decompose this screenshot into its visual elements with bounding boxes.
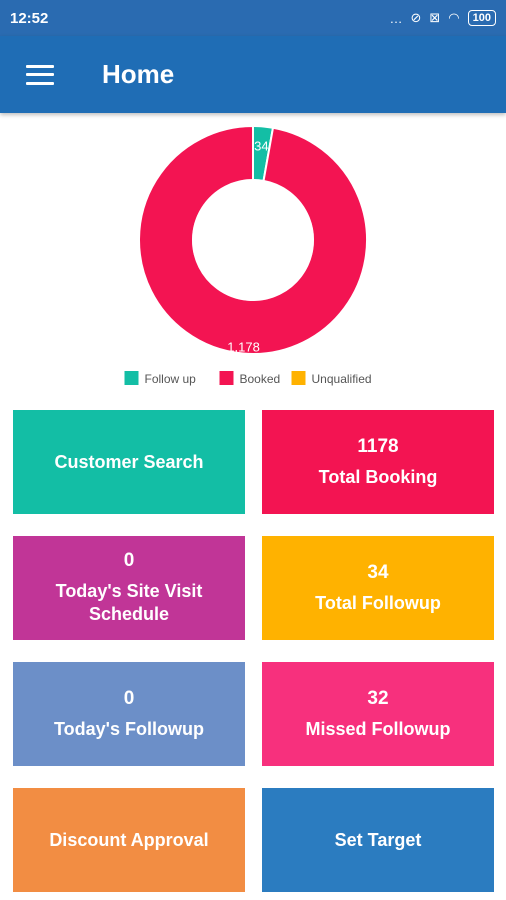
slice-booked[interactable] [138, 124, 368, 355]
app-bar: Home [0, 36, 506, 113]
customer-search-label: Customer Search [54, 451, 204, 472]
total-booking-tile[interactable]: 1178 Total Booking [262, 410, 494, 514]
slice-label-booked: 1,178 [227, 340, 260, 355]
todays-followup-tile[interactable]: 0 Today's Followup [13, 662, 245, 766]
customer-search-tile[interactable]: Customer Search [13, 410, 245, 514]
todays-followup-value: 0 [123, 687, 135, 709]
set-target-label: Set Target [334, 829, 422, 850]
hamburger-icon [26, 64, 54, 85]
discount-approval-label: Discount Approval [49, 829, 209, 850]
site-visit-tile[interactable]: 0 Today's Site Visit Schedule [13, 536, 245, 640]
donut-chart: 34 1,178 Follow up Booked Unqualified [124, 124, 372, 386]
discount-approval-tile[interactable]: Discount Approval [13, 788, 245, 892]
status-icons: … ⊘ ⊠ ◠ 100 [389, 10, 496, 26]
legend-label-unqualified: Unqualified [312, 372, 372, 386]
sim-icon: ⊠ [429, 10, 441, 25]
total-booking-value: 1178 [357, 435, 399, 457]
legend-swatch-booked [219, 371, 234, 385]
status-bar: 12:52 … ⊘ ⊠ ◠ 100 [0, 0, 506, 36]
total-booking-label: Total Booking [318, 466, 438, 487]
wifi-icon: ◠ [448, 10, 460, 25]
legend-swatch-follow-up [124, 371, 139, 385]
status-time: 12:52 [10, 9, 49, 27]
battery-icon: 100 [467, 10, 496, 26]
site-visit-label: Today's Site Visit Schedule [55, 581, 203, 624]
missed-followup-value: 32 [367, 687, 389, 709]
total-followup-tile[interactable]: 34 Total Followup [262, 536, 494, 640]
legend-label-follow-up: Follow up [145, 372, 197, 386]
missed-followup-label: Missed Followup [305, 718, 451, 739]
slice-label-follow-up: 34 [254, 138, 268, 153]
total-followup-label: Total Followup [315, 592, 441, 613]
todays-followup-label: Today's Followup [54, 718, 204, 739]
page-title: Home [102, 59, 175, 89]
more-notifications-icon: … [389, 10, 403, 26]
missed-followup-tile[interactable]: 32 Missed Followup [262, 662, 494, 766]
legend-label-booked: Booked [240, 372, 281, 386]
site-visit-value: 0 [123, 550, 135, 571]
total-followup-value: 34 [367, 561, 389, 583]
legend-swatch-unqualified [291, 371, 306, 385]
menu-button[interactable] [0, 36, 80, 113]
alarm-off-icon: ⊘ [410, 10, 422, 25]
set-target-tile[interactable]: Set Target [262, 788, 494, 892]
donut-inner-ring [192, 179, 314, 301]
